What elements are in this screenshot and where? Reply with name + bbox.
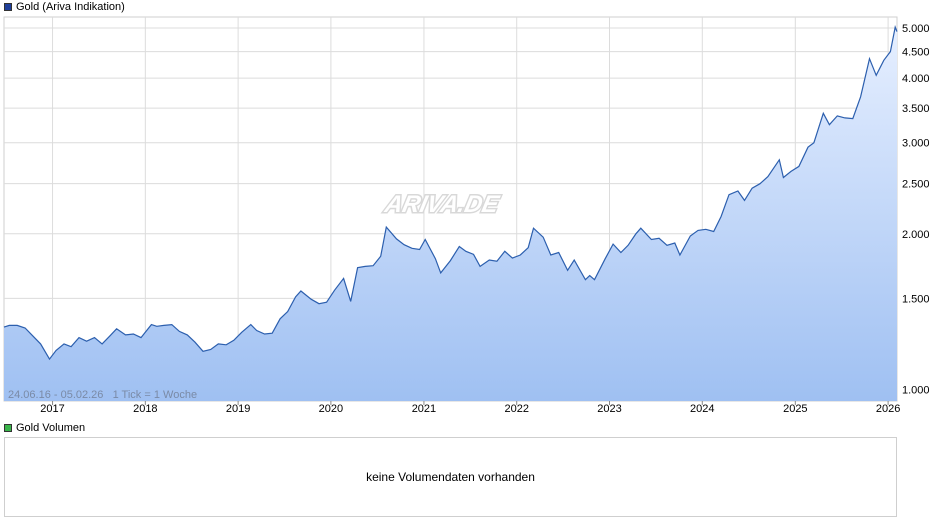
x-axis-labels: 2017 2018 2019 2020 2021 2022 2023 2024 2025 2026: [40, 403, 900, 415]
y-tick-label: 3.000: [902, 138, 930, 150]
watermark: ARIVA.DE: [382, 191, 502, 218]
volume-legend-label: Gold Volumen: [16, 422, 86, 434]
y-tick-label: 3.500: [902, 103, 930, 115]
y-tick-label: 5.000: [902, 23, 930, 35]
x-tick-label: 2018: [133, 403, 157, 415]
x-tick-label: 2024: [690, 403, 714, 415]
x-tick-label: 2017: [40, 403, 64, 415]
price-legend: Gold (Ariva Indikation): [4, 0, 125, 14]
y-axis-labels: 1.000 1.500 2.000 2.500 3.000 3.500 4.000 4.500…: [902, 23, 930, 397]
volume-legend-swatch: [4, 424, 12, 432]
x-tick-label: 2019: [226, 403, 250, 415]
y-tick-label: 4.500: [902, 47, 930, 59]
price-legend-label: Gold (Ariva Indikation): [16, 1, 125, 13]
x-tick-label: 2021: [412, 403, 436, 415]
price-area: [4, 27, 897, 401]
price-legend-swatch: [4, 3, 12, 11]
price-line: [3, 24, 898, 361]
y-tick-label: 4.000: [902, 73, 930, 85]
x-tick-label: 2025: [783, 403, 807, 415]
volume-panel: keine Volumendaten vorhanden: [4, 437, 897, 517]
x-tick-label: 2023: [597, 403, 621, 415]
y-tick-label: 2.500: [902, 179, 930, 191]
y-tick-label: 1.000: [902, 384, 930, 396]
y-tick-label: 2.000: [902, 229, 930, 241]
x-tick-label: 2022: [504, 403, 528, 415]
y-tick-label: 1.500: [902, 293, 930, 305]
x-tick-label: 2020: [319, 403, 343, 415]
volume-legend: Gold Volumen: [4, 421, 85, 435]
date-range-info: 24.06.16 - 05.02.26 1 Tick = 1 Woche: [8, 389, 197, 401]
x-tick-label: 2026: [876, 403, 900, 415]
price-chart: ARIVA.DE 24.06.16 - 05.02.26 1 Tick = 1 …: [3, 16, 930, 415]
volume-empty-message: keine Volumendaten vorhanden: [366, 470, 535, 484]
